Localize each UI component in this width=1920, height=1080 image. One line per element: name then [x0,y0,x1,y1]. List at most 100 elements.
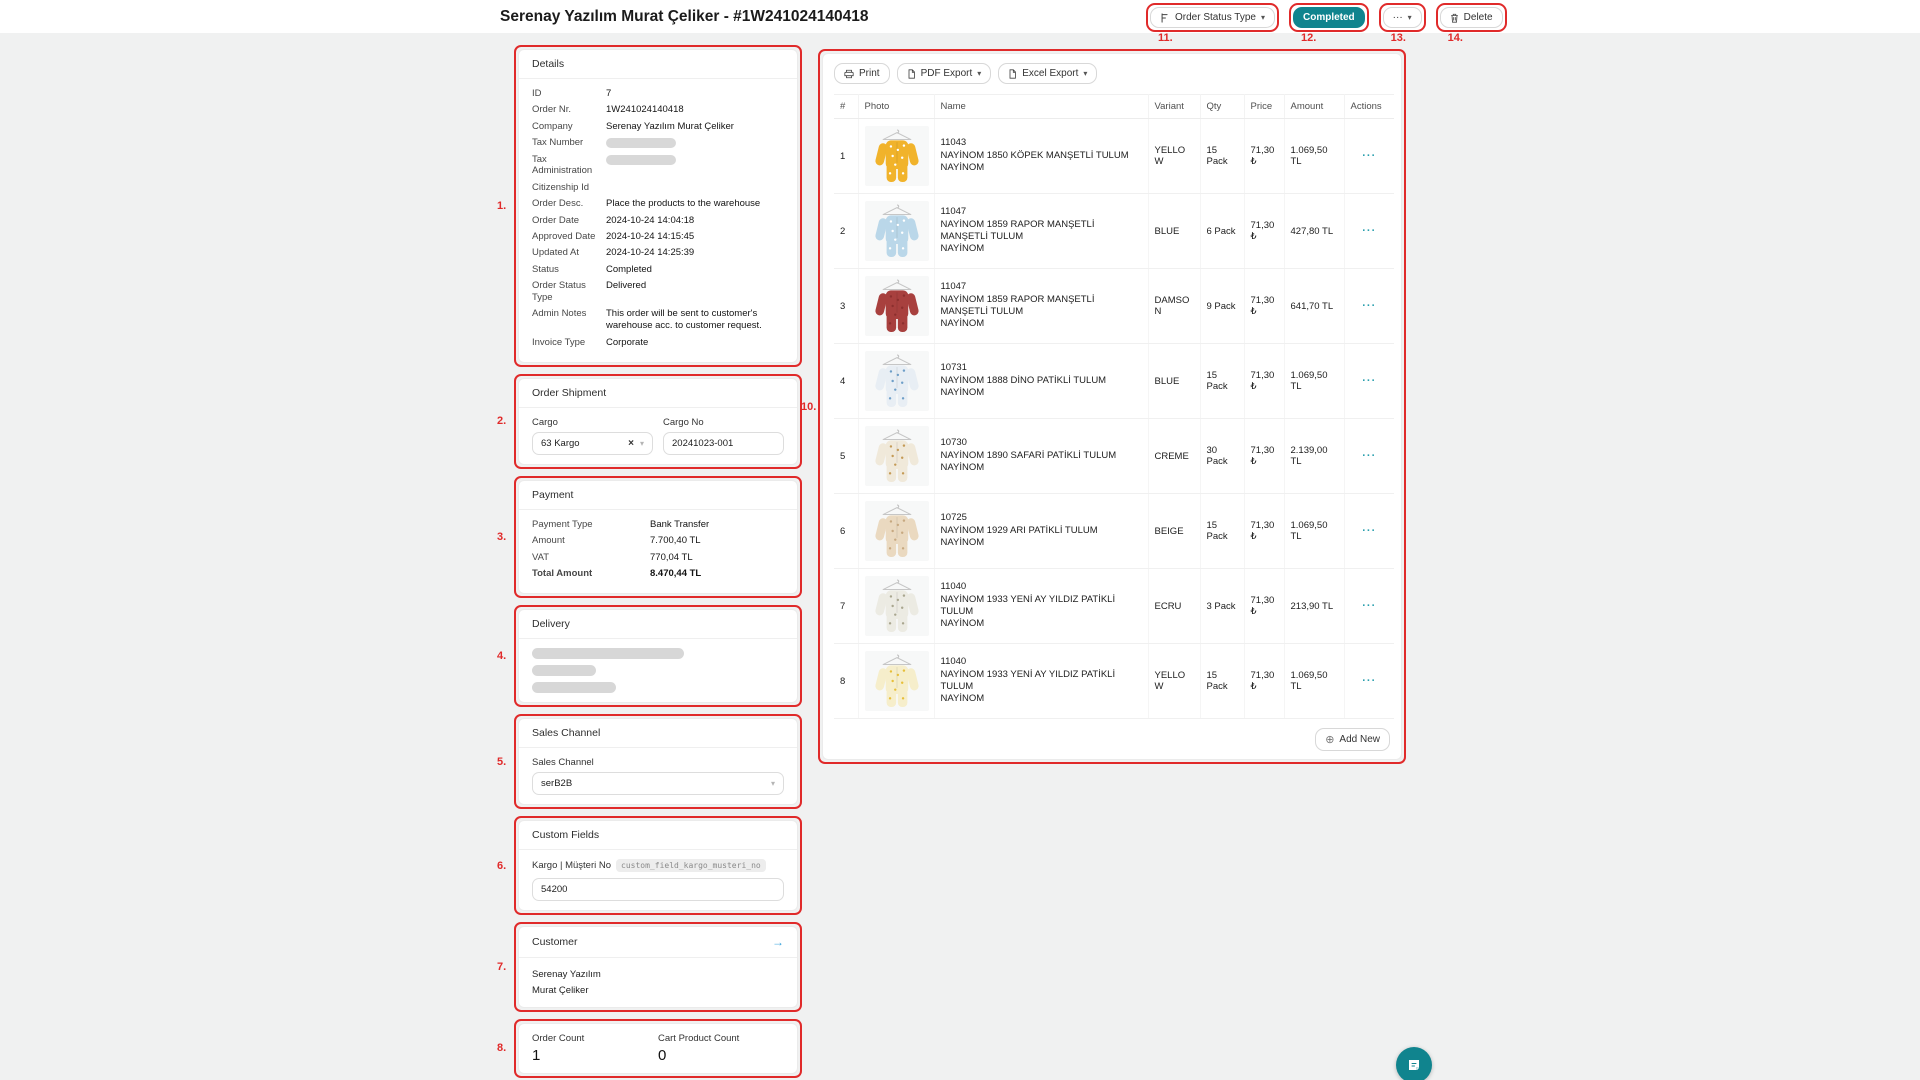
row-actions-button[interactable]: ··· [1362,525,1377,537]
annotation-number-1: 1. [497,199,507,212]
annotation-number-14: 14. [1447,32,1463,44]
details-card-title: Details [519,50,797,79]
right-column: 10. Print PDF Export ▾ Excel Export [801,49,1406,764]
detail-row: Status Completed [532,264,784,276]
product-photo [864,651,929,711]
sales-channel-title: Sales Channel [519,719,797,749]
product-photo [864,276,929,336]
annotation-number-3: 3. [497,531,507,544]
row-actions-button[interactable]: ··· [1362,150,1377,162]
detail-row: Approved Date 2024-10-24 14:15:45 [532,231,784,243]
cargo-select[interactable]: 63 Kargo × ▾ [532,431,653,455]
product-code: 10730 [940,437,967,449]
annotation-number-2: 2. [497,415,507,428]
annotation-box-12: Completed 12. [1288,3,1369,44]
sales-channel-card: Sales Channel Sales Channel serB2B ▾ [518,718,798,806]
detail-value [606,137,784,149]
add-new-button[interactable]: ⊕ Add New [1315,728,1390,751]
cargo-no-input-wrap [663,431,784,455]
detail-row: Invoice Type Corporate [532,337,784,349]
col-header-price: Price [1244,94,1285,119]
row-actions-button[interactable]: ··· [1362,375,1377,387]
romper-image [874,654,919,707]
product-amount: 427,80 TL [1284,193,1345,269]
detail-value-text: 2024-10-24 14:15:45 [606,230,695,242]
cargo-no-input[interactable] [672,437,775,449]
detail-row: ID 7 [532,88,784,100]
row-actions-button[interactable]: ··· [1362,450,1377,462]
cart-product-count-value: 0 [658,1046,667,1064]
delete-button[interactable]: Delete [1439,7,1503,28]
product-amount: 1.069,50 TL [1284,118,1345,194]
chat-widget-button[interactable] [1396,1047,1432,1080]
customer-card: Customer → Serenay Yazılım Murat Çeliker [518,926,798,1008]
detail-row: Citizenship Id [532,182,784,194]
custom-fields-title: Custom Fields [519,821,797,851]
romper-image [874,579,919,632]
product-name: NAYİNOM 1859 RAPOR MANŞETLİ MANŞETLİ TUL… [940,218,1095,242]
skeleton-bar [532,665,596,677]
annotation-box-5: 5. Sales Channel Sales Channel serB2B ▾ [497,714,802,810]
product-brand: NAYİNOM [940,318,985,330]
detail-label: Invoice Type [532,336,586,348]
print-button[interactable]: Print [834,63,890,84]
custom-fields-card: Custom Fields Kargo | Müşteri No custom_f… [518,820,798,912]
product-brand: NAYİNOM [940,462,985,474]
annotation-number-6: 6. [497,859,507,872]
detail-value: Serenay Yazılım Murat Çeliker [606,121,784,133]
col-header-amount: Amount [1284,94,1345,119]
detail-label: Admin Notes [532,308,587,320]
product-price: 71,30 ₺ [1244,268,1285,344]
annotation-number-12: 12. [1300,32,1317,44]
custom-field-input[interactable] [541,884,775,896]
col-header-name: Name [934,94,1149,119]
detail-label: Order Desc. [532,198,584,210]
annotation-number-10: 10. [801,400,817,413]
annotation-box-10: 10. Print PDF Export ▾ Excel Export [801,49,1406,764]
customer-link-arrow[interactable]: → [772,935,784,950]
clear-icon[interactable]: × [628,437,634,449]
custom-field-key-badge: custom_field_kargo_musteri_no [616,859,766,873]
detail-value: 1W241024140418 [606,104,784,116]
detail-value: 2024-10-24 14:15:45 [606,231,784,243]
row-actions-button[interactable]: ··· [1362,300,1377,312]
sales-channel-select[interactable]: serB2B ▾ [532,772,784,796]
excel-export-button[interactable]: Excel Export ▾ [998,63,1098,84]
pdf-export-button[interactable]: PDF Export ▾ [896,63,992,84]
payment-label: Amount [532,535,565,547]
romper-image [874,204,919,257]
counts-card: Order Count 1 Cart Product Count 0 [518,1022,798,1074]
product-variant: CREME [1148,418,1201,494]
product-photo [864,351,929,411]
product-name: NAYİNOM 1850 KÖPEK MANŞETLİ TULUM [940,149,1129,161]
product-qty: 15 Pack [1200,118,1245,194]
detail-label: Tax Number [532,137,584,149]
more-actions-button[interactable]: ··· ▾ [1382,7,1422,28]
ellipsis-icon: ··· [1392,12,1403,23]
order-status-type-button[interactable]: Order Status Type ▾ [1150,7,1275,28]
annotation-box-4: 4. Delivery [497,605,802,708]
detail-row: Tax Number [532,137,784,149]
detail-label: Updated At [532,247,580,259]
document-icon [908,68,915,79]
product-row: 7 [834,568,1394,644]
row-actions-button[interactable]: ··· [1362,675,1377,687]
chevron-down-icon: ▾ [639,438,644,448]
row-actions-button[interactable]: ··· [1362,225,1377,237]
product-code: 11047 [940,206,967,218]
note-icon [1409,1060,1419,1070]
payment-row: VAT 770,04 TL [532,552,784,564]
status-completed-button[interactable]: Completed [1292,7,1365,28]
row-number: 4 [834,343,859,419]
annotation-box-14: Delete 14. [1435,3,1507,44]
delivery-card: Delivery [518,609,798,704]
col-header-qty: Qty [1200,94,1245,119]
col-header-variant: Variant [1148,94,1201,119]
detail-row: Updated At 2024-10-24 14:25:39 [532,247,784,259]
order-status-type-label: Order Status Type [1175,12,1256,23]
product-price: 71,30 ₺ [1244,493,1285,569]
annotation-number-4: 4. [497,650,507,663]
row-actions-button[interactable]: ··· [1362,600,1377,612]
document-icon [1009,68,1017,79]
annotation-box-1: 1. Details ID 7 Order Nr [497,45,802,367]
